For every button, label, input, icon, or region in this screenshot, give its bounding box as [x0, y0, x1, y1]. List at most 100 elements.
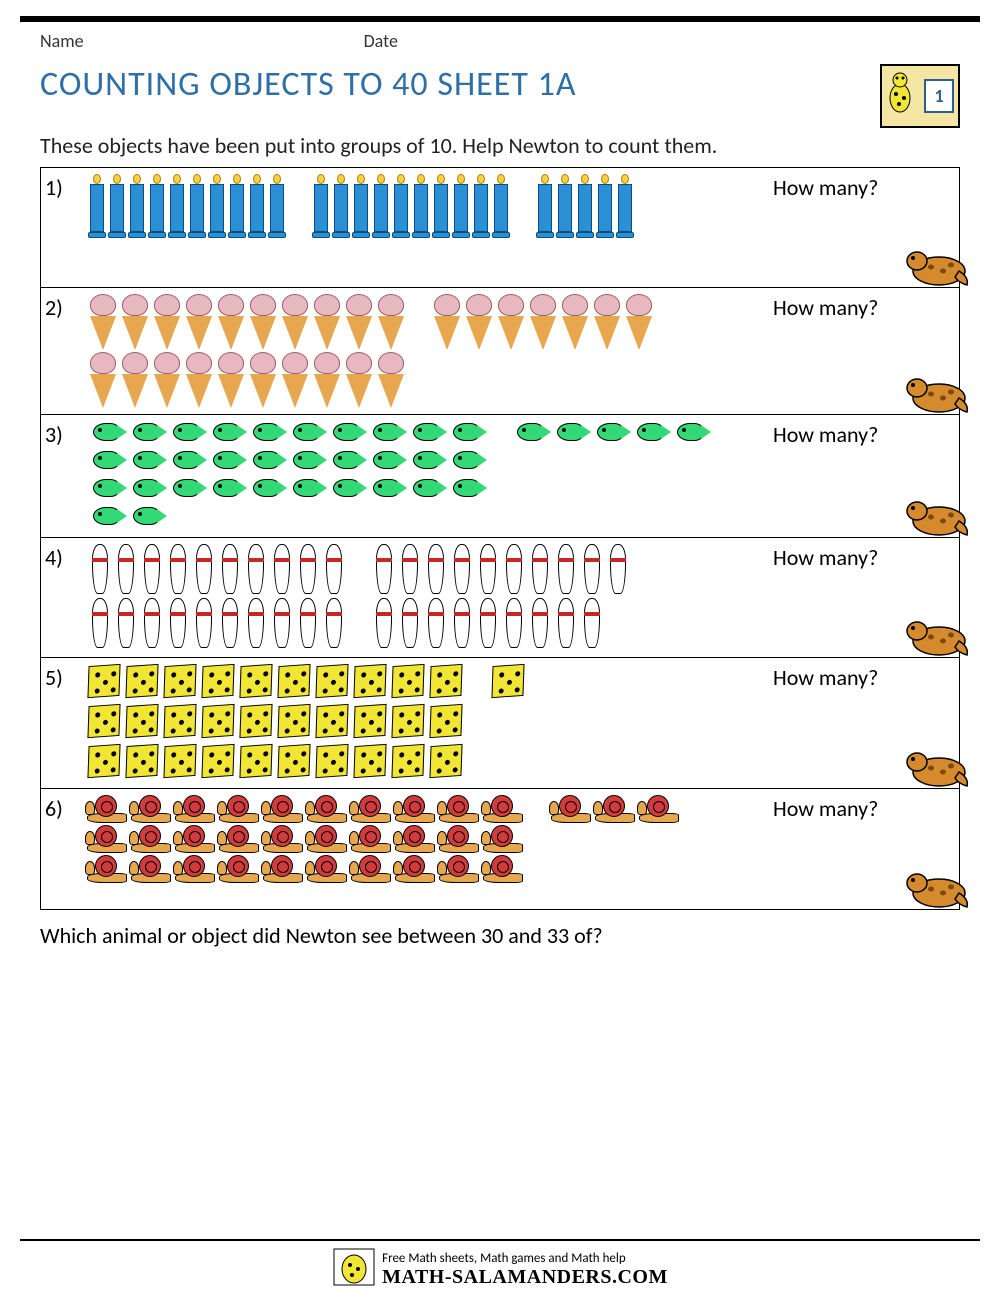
- salamander-mascot-icon: [899, 241, 969, 287]
- fish-icon: [247, 449, 287, 475]
- footer-rule: [20, 1239, 980, 1241]
- salamander-mascot-icon: [899, 863, 969, 909]
- ice-cream-cone-icon: [247, 294, 279, 350]
- fish-icon: [247, 421, 287, 447]
- how-many-label: How many?: [773, 421, 955, 448]
- bowling-pin-icon: [191, 598, 217, 650]
- candle-icon: [267, 174, 287, 238]
- fish-icon: [247, 477, 287, 503]
- candle-icon: [127, 174, 147, 238]
- die-icon: [430, 665, 466, 701]
- object-row: [87, 544, 765, 596]
- bowling-pin-icon: [87, 598, 113, 650]
- bowling-pin-icon: [191, 544, 217, 596]
- bowling-pin-icon: [371, 544, 397, 596]
- candle-icon: [227, 174, 247, 238]
- bowling-pin-icon: [321, 544, 347, 596]
- bowling-pin-icon: [217, 544, 243, 596]
- die-icon: [392, 705, 428, 741]
- ice-cream-cone-icon: [495, 294, 527, 350]
- salamander-icon: [886, 68, 920, 122]
- footer-tagline: Free Math sheets, Math games and Math he…: [382, 1251, 626, 1266]
- fish-icon: [127, 505, 167, 531]
- answer-cell: How many?: [769, 538, 959, 657]
- bowling-pin-icon: [397, 544, 423, 596]
- snail-icon: [351, 795, 395, 823]
- snail-icon: [263, 855, 307, 883]
- grade-badge: 1: [880, 64, 960, 128]
- snail-icon: [87, 795, 131, 823]
- snail-icon: [351, 825, 395, 853]
- snail-icon: [175, 825, 219, 853]
- answer-cell: How many?: [769, 658, 959, 788]
- bowling-pin-icon: [527, 544, 553, 596]
- die-icon: [278, 745, 314, 781]
- snail-icon: [175, 795, 219, 823]
- candle-icon: [391, 174, 411, 238]
- problem-row: 6)How many?: [41, 789, 959, 909]
- die-icon: [278, 705, 314, 741]
- ice-cream-cone-icon: [183, 294, 215, 350]
- die-icon: [164, 705, 200, 741]
- fish-icon: [167, 421, 207, 447]
- bowling-pin-icon: [295, 598, 321, 650]
- bowling-pin-icon: [269, 544, 295, 596]
- snail-icon: [263, 795, 307, 823]
- bowling-pin-icon: [397, 598, 423, 650]
- object-row: [87, 704, 765, 742]
- objects-cell: [83, 789, 769, 909]
- bowling-pin-icon: [579, 598, 605, 650]
- candle-icon: [595, 174, 615, 238]
- object-row: [87, 294, 765, 350]
- die-icon: [430, 745, 466, 781]
- bowling-pin-icon: [243, 544, 269, 596]
- ice-cream-cone-icon: [279, 294, 311, 350]
- fish-icon: [447, 449, 487, 475]
- candle-icon: [207, 174, 227, 238]
- object-row: [87, 825, 765, 853]
- bowling-pin-icon: [553, 544, 579, 596]
- candle-icon: [331, 174, 351, 238]
- object-row: [87, 174, 765, 238]
- bowling-pin-icon: [217, 598, 243, 650]
- fish-icon: [287, 449, 327, 475]
- bowling-pin-icon: [579, 544, 605, 596]
- salamander-mascot-icon: [899, 742, 969, 788]
- die-icon: [126, 745, 162, 781]
- snail-icon: [395, 825, 439, 853]
- problem-number: 5): [41, 658, 83, 788]
- footer-brand: MATH-SALAMANDERS.COM: [382, 1266, 668, 1289]
- ice-cream-cone-icon: [343, 294, 375, 350]
- die-icon: [316, 705, 352, 741]
- ice-cream-cone-icon: [623, 294, 655, 350]
- fish-icon: [407, 421, 447, 447]
- problems-grid: 1)How many? 2)How many? 3)How many? 4)Ho…: [40, 167, 960, 910]
- candle-icon: [107, 174, 127, 238]
- fish-icon: [87, 449, 127, 475]
- fish-icon: [327, 421, 367, 447]
- snail-icon: [131, 855, 175, 883]
- bowling-pin-icon: [165, 544, 191, 596]
- fish-icon: [167, 449, 207, 475]
- die-icon: [126, 705, 162, 741]
- snail-icon: [131, 795, 175, 823]
- bowling-pin-icon: [113, 598, 139, 650]
- object-row: [87, 855, 765, 883]
- fish-icon: [327, 477, 367, 503]
- ice-cream-cone-icon: [119, 294, 151, 350]
- snail-icon: [263, 825, 307, 853]
- ice-cream-cone-icon: [375, 352, 407, 408]
- die-icon: [164, 665, 200, 701]
- candle-icon: [167, 174, 187, 238]
- object-row: [87, 598, 765, 650]
- candle-icon: [311, 174, 331, 238]
- snail-icon: [439, 825, 483, 853]
- page-title: COUNTING OBJECTS TO 40 SHEET 1A: [40, 64, 577, 105]
- snail-icon: [639, 795, 683, 823]
- candle-icon: [491, 174, 511, 238]
- problem-row: 1)How many?: [41, 168, 959, 288]
- die-icon: [240, 665, 276, 701]
- candle-icon: [431, 174, 451, 238]
- fish-icon: [447, 477, 487, 503]
- bowling-pin-icon: [501, 598, 527, 650]
